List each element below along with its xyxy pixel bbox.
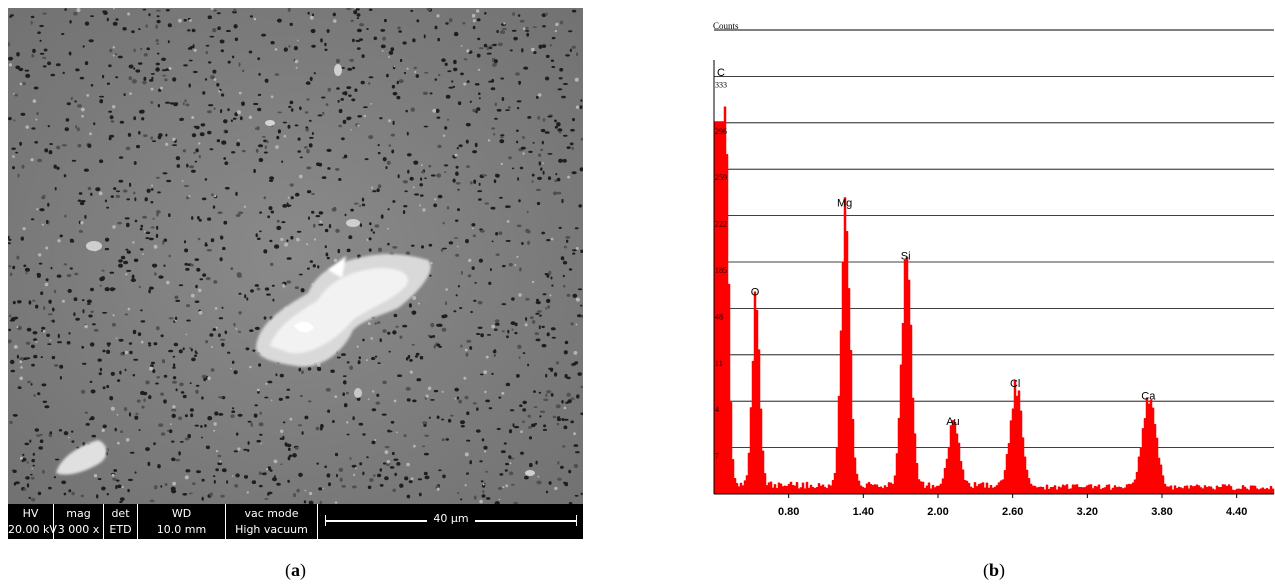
databar-det: det ETD bbox=[104, 504, 138, 539]
x-tick-label: 3.20 bbox=[1077, 506, 1098, 516]
databar-value: 10.0 mm bbox=[156, 523, 207, 536]
y-tick-label: 259 bbox=[715, 173, 727, 182]
peak-label: C bbox=[717, 67, 725, 79]
small-particle bbox=[354, 388, 362, 398]
small-particle bbox=[334, 64, 342, 76]
x-tick-label: 3.80 bbox=[1151, 506, 1172, 516]
y-tick-label: 222 bbox=[715, 220, 727, 229]
databar-value: 3 000 x bbox=[57, 523, 100, 536]
x-tick-label: 1.40 bbox=[853, 506, 874, 516]
spectrum-bar bbox=[713, 106, 1275, 494]
small-particle bbox=[86, 241, 102, 251]
peak-labels: C O Mg Si Au Cl Ca bbox=[717, 67, 1156, 428]
databar-header: mag bbox=[66, 507, 91, 520]
x-tick-label: 2.60 bbox=[1002, 506, 1023, 516]
central-particle-cluster bbox=[256, 254, 431, 367]
scale-bar-label: 40 µm bbox=[427, 512, 475, 525]
databar-mag: mag 3 000 x bbox=[54, 504, 104, 539]
pore-texture bbox=[8, 8, 583, 504]
peak-label: Cl bbox=[1010, 378, 1020, 390]
lower-left-particle bbox=[56, 440, 107, 475]
databar-header: WD bbox=[171, 507, 192, 520]
axes: Counts 333 296 259 222 185 48 11 4 7 0.80 1.40 2.00… bbox=[713, 21, 1274, 516]
databar-value: ETD bbox=[109, 523, 132, 536]
databar-header: vac mode bbox=[244, 507, 299, 520]
peak-label: Ca bbox=[1141, 391, 1156, 403]
y-tick-label: 185 bbox=[715, 266, 727, 275]
databar-header: det bbox=[111, 507, 130, 520]
sem-micrograph-panel: HV 20.00 kV mag 3 000 x det ETD WD 10.0 … bbox=[8, 8, 583, 539]
small-particle bbox=[346, 219, 360, 227]
spectrum-bars bbox=[713, 106, 1275, 494]
databar-value: High vacuum bbox=[235, 523, 308, 536]
caption-a-letter: a bbox=[291, 560, 300, 580]
peak-label: Au bbox=[946, 416, 959, 428]
scale-bar: 40 µm bbox=[319, 504, 583, 539]
databar-value: 20.00 kV bbox=[8, 523, 57, 536]
databar-hv: HV 20.00 kV bbox=[8, 504, 57, 539]
peak-label: Mg bbox=[837, 198, 852, 210]
peak-label: O bbox=[751, 287, 760, 299]
caption-a: (a) bbox=[285, 560, 306, 580]
x-tick-label: 0.80 bbox=[778, 506, 799, 516]
y-tick-label: 11 bbox=[715, 359, 723, 368]
small-particle bbox=[525, 470, 535, 476]
sem-micrograph-image bbox=[8, 8, 583, 504]
databar-header: HV bbox=[22, 507, 39, 520]
y-tick-label: 4 bbox=[715, 405, 719, 414]
caption-b-letter: b bbox=[989, 560, 1000, 580]
eds-spectrum-panel: Counts 333 296 259 222 185 48 11 4 7 0.80 1.40 2.00… bbox=[708, 16, 1275, 516]
y-tick-label: 296 bbox=[715, 127, 727, 136]
databar-wd: WD 10.0 mm bbox=[138, 504, 226, 539]
y-tick-label: 48 bbox=[715, 312, 723, 321]
eds-spectrum-chart: Counts 333 296 259 222 185 48 11 4 7 0.80 1.40 2.00… bbox=[713, 21, 1275, 516]
caption-b: (b) bbox=[983, 560, 1006, 580]
x-tick-label: 2.00 bbox=[927, 506, 948, 516]
y-tick-label: 333 bbox=[715, 80, 727, 89]
sem-databar: HV 20.00 kV mag 3 000 x det ETD WD 10.0 … bbox=[8, 504, 583, 539]
small-particle bbox=[265, 120, 275, 126]
gridlines bbox=[714, 29, 1274, 449]
x-tick-label: 4.40 bbox=[1226, 506, 1247, 516]
databar-vac-mode: vac mode High vacuum bbox=[226, 504, 318, 539]
y-tick-label: 7 bbox=[715, 452, 719, 461]
y-axis-label: Counts bbox=[713, 21, 739, 31]
peak-label: Si bbox=[901, 250, 911, 262]
